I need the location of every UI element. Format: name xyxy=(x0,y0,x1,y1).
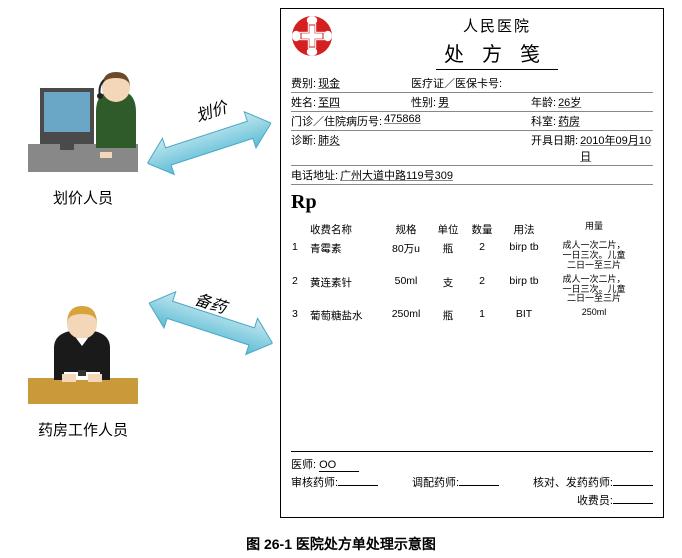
col-dose: 用量 xyxy=(549,220,639,239)
hospital-logo-icon xyxy=(291,15,333,57)
col-usage: 用法 xyxy=(499,220,549,239)
med-table-header: 收费名称 规格 单位 数量 用法 用量 xyxy=(291,220,653,239)
lbl-dispense: 调配药师: xyxy=(412,477,459,489)
val-paytype: 现金 xyxy=(316,75,340,91)
val-record: 475868 xyxy=(382,113,421,129)
val-dept: 药房 xyxy=(556,113,580,129)
lbl-check: 核对、发药药师: xyxy=(533,477,613,489)
lbl-fee: 收费员: xyxy=(577,495,613,507)
lbl-tel: 电话地址: xyxy=(291,167,338,183)
diagram-canvas: 划价人员 药房工作人员 划价 备药 xyxy=(0,0,682,558)
col-qty: 数量 xyxy=(465,220,499,239)
rp-symbol: Rp xyxy=(291,191,653,214)
lbl-dept: 科室: xyxy=(531,113,556,129)
col-spec: 规格 xyxy=(381,220,431,239)
val-age: 26岁 xyxy=(556,94,581,110)
lbl-name: 姓名: xyxy=(291,94,316,110)
lbl-doctor: 医师: xyxy=(291,459,316,471)
lbl-diag: 诊断: xyxy=(291,132,316,164)
figure-caption: 图 26-1 医院处方单处理示意图 xyxy=(0,534,682,554)
lbl-sex: 性别: xyxy=(411,94,436,110)
medication-table: 收费名称 规格 单位 数量 用法 用量 1青霉素80万u瓶2birp tb成人一… xyxy=(291,220,653,325)
lbl-date: 开具日期: xyxy=(531,132,578,164)
med-row: 3葡萄糖盐水250ml瓶1BIT250ml xyxy=(291,306,653,325)
val-doctor: OO xyxy=(319,459,359,472)
pharmacy-person-label: 药房工作人员 xyxy=(18,419,148,440)
lbl-card: 医疗证／医保卡号: xyxy=(411,75,502,91)
lbl-age: 年龄: xyxy=(531,94,556,110)
prescription-sheet: 人民医院 处方笺 费别:现金 医疗证／医保卡号: 姓名:至四 性别:男 年龄:2… xyxy=(280,8,664,518)
col-name: 收费名称 xyxy=(309,220,381,239)
rx-title: 处方笺 xyxy=(436,38,558,70)
pharmacy-person-illustration xyxy=(18,290,148,410)
rx-footer: 医师: OO 审核药师: 调配药师: 核对、发药药师: 收费员: xyxy=(291,451,653,509)
med-row: 2黄连素针50ml支2birp tb成人一次二片，一日三次。儿童二日一至三片 xyxy=(291,273,653,307)
val-name: 至四 xyxy=(316,94,340,110)
pricing-person-label: 划价人员 xyxy=(18,187,148,208)
val-diag: 肺炎 xyxy=(316,132,340,164)
pricing-person-illustration xyxy=(18,58,148,178)
rx-info-block: 费别:现金 医疗证／医保卡号: 姓名:至四 性别:男 年龄:26岁 门诊／住院病… xyxy=(291,74,653,185)
lbl-record: 门诊／住院病历号: xyxy=(291,113,382,129)
rx-hospital-name: 人民医院 xyxy=(341,15,653,36)
val-date: 2010年09月10日 xyxy=(578,132,653,164)
pricing-person: 划价人员 xyxy=(18,58,148,208)
lbl-paytype: 费别: xyxy=(291,75,316,91)
lbl-review: 审核药师: xyxy=(291,477,338,489)
med-row: 1青霉素80万u瓶2birp tb成人一次二片，一日三次。儿童二日一至三片 xyxy=(291,239,653,273)
col-unit: 单位 xyxy=(431,220,465,239)
val-sex: 男 xyxy=(436,94,449,110)
pharmacy-person: 药房工作人员 xyxy=(18,290,148,440)
val-tel: 广州大道中路119号309 xyxy=(338,167,453,183)
rx-header: 人民医院 处方笺 xyxy=(291,15,653,70)
